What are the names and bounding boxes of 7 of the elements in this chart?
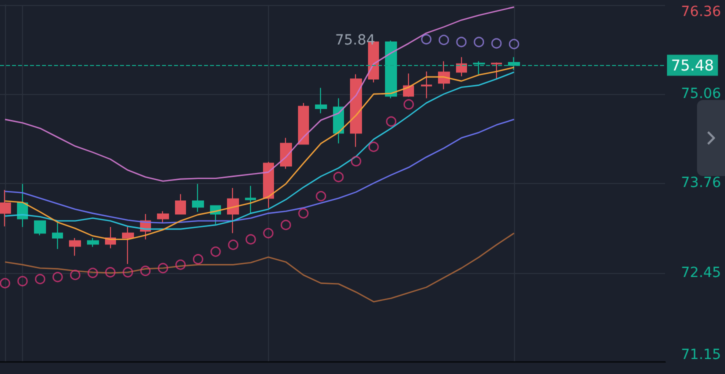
y-tick-label: 72.45: [681, 264, 722, 281]
y-tick-label: 73.76: [681, 175, 722, 192]
y-tick-label: 75.06: [681, 86, 722, 102]
ref-line-label: 75.48: [671, 56, 714, 74]
y-tick-label: 71.15: [681, 347, 722, 363]
y-tick-label: 76.36: [681, 4, 722, 20]
annotation: 75.84: [335, 32, 376, 49]
